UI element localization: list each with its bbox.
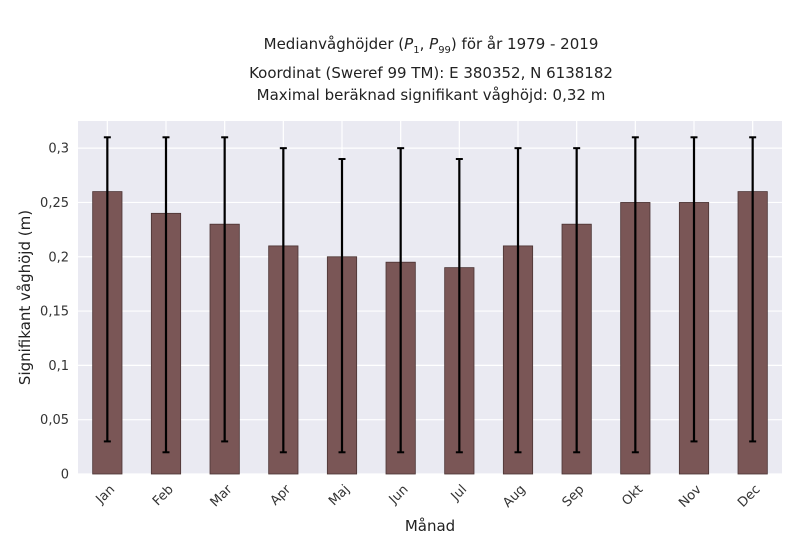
chart-title-line-1: Medianvåghöjder (P1, P99) för år 1979 - … <box>263 35 599 56</box>
x-tick-label: Mar <box>208 482 236 510</box>
chart-title: Medianvåghöjder (P1, P99) för år 1979 - … <box>80 33 782 106</box>
plot-area <box>78 121 782 474</box>
x-tick-label: Aug <box>500 482 529 511</box>
y-axis-label: Signifikant våghöjd (m) <box>16 210 34 385</box>
x-tick-label: Feb <box>150 482 177 509</box>
x-tick-label: Jun <box>386 482 412 508</box>
x-tick-label: Nov <box>676 482 705 511</box>
y-tick-label: 0 <box>61 468 69 483</box>
y-tick-label: 0,25 <box>40 196 69 211</box>
x-tick-layer: Jan Feb Mar Apr Maj Jun Jul Aug Sep Okt Nov Dec <box>93 482 764 511</box>
y-tick-layer: 0 0,05 0,1 0,15 0,2 0,25 0,3 <box>40 142 69 483</box>
y-tick-label: 0,2 <box>48 250 69 265</box>
x-tick-label: Sep <box>560 482 588 510</box>
y-tick-label: 0,1 <box>48 359 69 374</box>
x-tick-label: Maj <box>326 482 353 509</box>
x-tick-label: Okt <box>619 482 646 509</box>
x-tick-label: Apr <box>268 482 295 509</box>
y-tick-label: 0,05 <box>40 413 69 428</box>
x-tick-label: Jan <box>93 482 118 507</box>
x-axis-label: Månad <box>405 517 455 535</box>
y-tick-label: 0,15 <box>40 305 69 320</box>
y-tick-label: 0,3 <box>48 142 69 157</box>
chart-title-line-2: Koordinat (Sweref 99 TM): E 380352, N 61… <box>249 64 613 82</box>
x-tick-label: Dec <box>735 482 763 510</box>
x-tick-label: Jul <box>448 482 470 504</box>
error-bar-layer <box>103 136 757 454</box>
chart-title-line-3: Maximal beräknad signifikant våghöjd: 0,… <box>256 86 606 104</box>
